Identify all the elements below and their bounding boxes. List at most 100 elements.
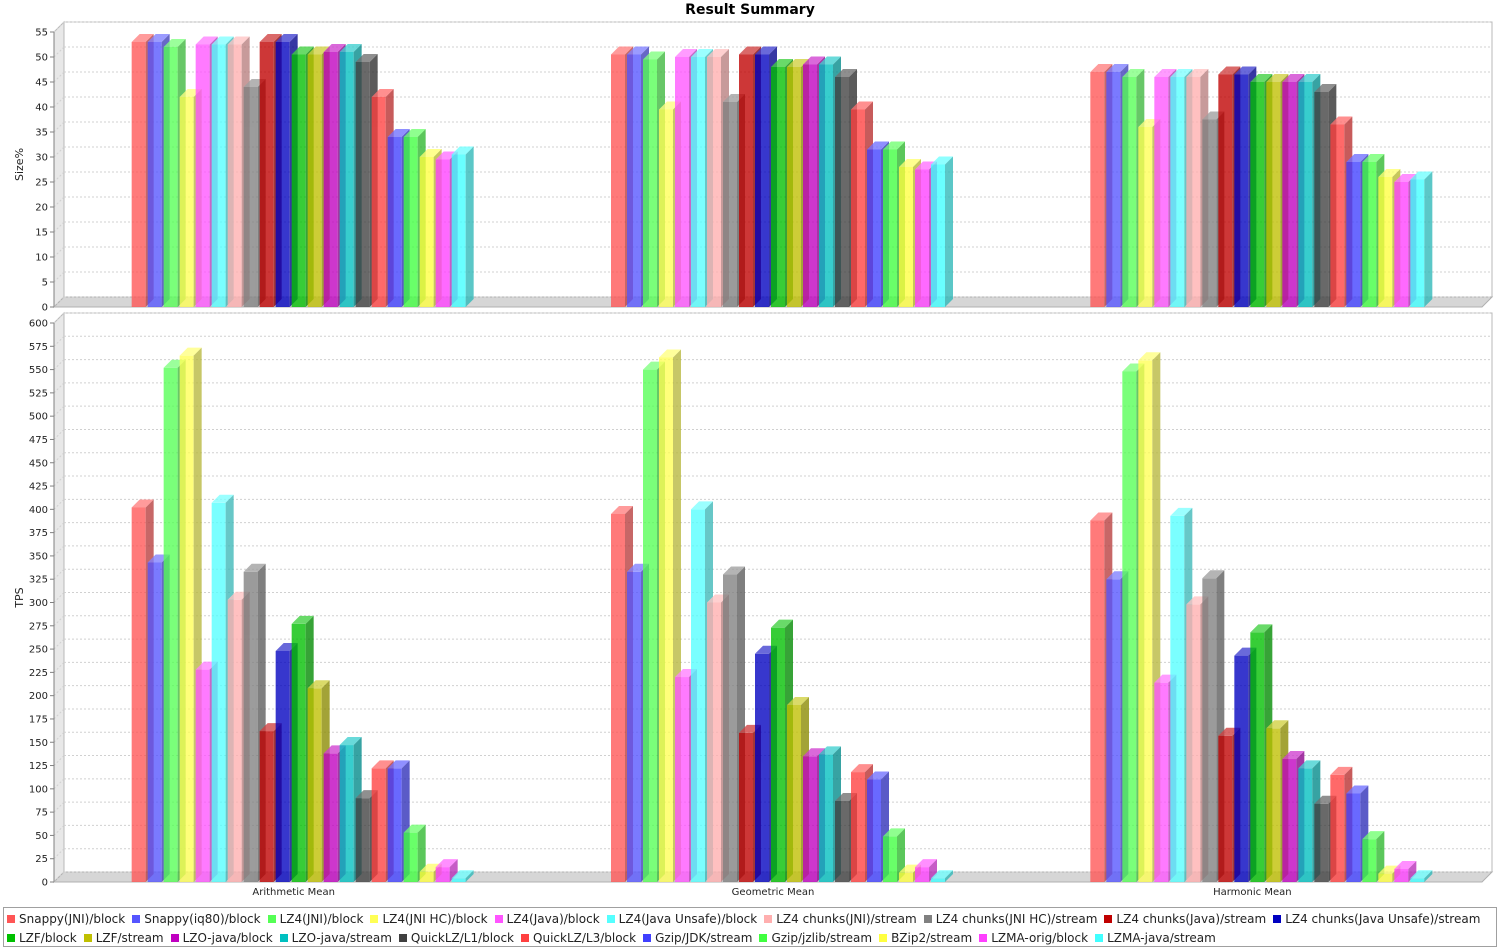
y-tick-label: 450 xyxy=(29,458,48,469)
legend-swatch xyxy=(7,914,15,923)
legend-swatch xyxy=(132,914,141,923)
category-label: Geometric Mean xyxy=(732,887,815,898)
legend-item: LZ4 chunks(Java)/stream xyxy=(1104,909,1266,928)
legend-label: LZMA-java/stream xyxy=(1107,930,1216,945)
y-tick-label: 425 xyxy=(29,482,48,493)
y-tick-label: 0 xyxy=(42,878,48,889)
legend-swatch xyxy=(643,933,652,942)
legend-swatch xyxy=(83,933,92,942)
legend-item: QuickLZ/L3/block xyxy=(521,928,636,947)
bar xyxy=(403,824,426,882)
bar xyxy=(451,870,474,882)
y-tick-label: 25 xyxy=(35,178,48,189)
legend-label: LZO-java/block xyxy=(182,930,273,945)
legend-swatch xyxy=(606,914,615,923)
legend-item: LZO-java/block xyxy=(170,928,273,947)
legend-label: Gzip/jzlib/stream xyxy=(771,930,873,945)
legend-swatch xyxy=(979,933,988,942)
y-tick-label: 325 xyxy=(29,575,48,586)
legend-swatch xyxy=(170,933,179,942)
legend-swatch xyxy=(1273,914,1282,923)
y-tick-label: 550 xyxy=(29,365,48,376)
legend-item: Gzip/JDK/stream xyxy=(643,928,752,947)
y-tick-label: 25 xyxy=(35,854,48,865)
legend-label: LZ4 chunks(Java)/stream xyxy=(1116,911,1267,926)
legend-label: LZ4 chunks(Java Unsafe)/stream xyxy=(1285,911,1481,926)
legend-item: Gzip/jzlib/stream xyxy=(759,928,872,947)
chart-title: Result Summary xyxy=(685,2,815,18)
legend-item: LZF/stream xyxy=(83,928,164,947)
y-tick-label: 5 xyxy=(42,278,48,289)
legend-label: LZ4(Java Unsafe)/block xyxy=(618,911,758,926)
y-tick-label: 35 xyxy=(35,128,48,139)
legend-item: Snappy(iq80)/block xyxy=(132,909,261,928)
legend-label: Gzip/JDK/stream xyxy=(655,930,753,945)
legend-item: LZ4 chunks(JNI HC)/stream xyxy=(923,909,1098,928)
bar xyxy=(1394,860,1417,882)
legend-label: LZF/stream xyxy=(95,930,164,945)
legend-swatch xyxy=(879,933,888,942)
y-tick-label: 55 xyxy=(35,28,48,39)
legend-label: LZ4(JNI)/block xyxy=(279,911,364,926)
legend-item: LZMA-orig/block xyxy=(979,928,1088,947)
bar xyxy=(1362,831,1385,882)
legend-item: LZ4(Java)/block xyxy=(494,909,600,928)
bar xyxy=(1410,870,1433,882)
legend-swatch xyxy=(398,933,407,942)
legend-label: LZF/block xyxy=(19,930,77,945)
y-tick-label: 225 xyxy=(29,668,48,679)
y-tick-label: 200 xyxy=(29,691,48,702)
plot-side-wall xyxy=(53,311,65,884)
legend-label: LZ4(JNI HC)/block xyxy=(382,911,488,926)
y-axis-label: TPS xyxy=(13,587,26,608)
legend-swatch xyxy=(494,914,503,923)
legend-item: BZip2/stream xyxy=(879,928,972,947)
y-tick-label: 375 xyxy=(29,528,48,539)
y-tick-label: 10 xyxy=(35,253,48,264)
y-tick-label: 50 xyxy=(35,831,48,842)
category-label: Arithmetic Mean xyxy=(252,887,335,898)
bar xyxy=(931,156,953,307)
y-tick-label: 600 xyxy=(29,319,48,330)
legend-item: QuickLZ/L1/block xyxy=(398,928,515,947)
legend-item: Snappy(JNI)/block xyxy=(7,909,125,928)
legend-swatch xyxy=(370,914,379,923)
y-tick-label: 15 xyxy=(35,228,48,239)
y-tick-label: 300 xyxy=(29,598,48,609)
bar xyxy=(1410,171,1433,307)
y-tick-label: 50 xyxy=(35,53,48,64)
y-tick-label: 75 xyxy=(35,808,48,819)
legend-swatch xyxy=(759,933,768,942)
y-tick-label: 525 xyxy=(29,388,48,399)
legend-label: LZ4 chunks(JNI HC)/stream xyxy=(935,911,1098,926)
y-tick-label: 150 xyxy=(29,738,48,749)
legend-swatch xyxy=(267,914,276,923)
y-axis-label: Size% xyxy=(13,148,26,181)
y-tick-label: 350 xyxy=(29,551,48,562)
y-tick-label: 250 xyxy=(29,645,48,656)
legend-swatch xyxy=(923,914,932,923)
legend-label: LZMA-orig/block xyxy=(991,930,1089,945)
legend-item: LZF/block xyxy=(7,928,77,947)
legend-swatch xyxy=(279,933,288,942)
bar xyxy=(435,859,458,882)
y-tick-label: 125 xyxy=(29,761,48,772)
legend-label: LZO-java/stream xyxy=(291,930,392,945)
legend-item: LZMA-java/stream xyxy=(1095,928,1216,947)
legend-label: Snappy(JNI)/block xyxy=(19,911,126,926)
y-tick-label: 30 xyxy=(35,153,48,164)
legend-item: LZ4 chunks(Java Unsafe)/stream xyxy=(1273,909,1480,928)
y-tick-label: 45 xyxy=(35,78,48,89)
y-tick-label: 400 xyxy=(29,505,48,516)
bar xyxy=(451,146,474,307)
legend-label: LZ4 chunks(JNI)/stream xyxy=(776,911,917,926)
chart: Result Summary 0 5 10 15 20 25 30 35 40 45 50 55 Siz… xyxy=(13,2,1494,898)
legend-swatch xyxy=(764,914,773,923)
legend-label: BZip2/stream xyxy=(891,930,973,945)
legend-label: QuickLZ/L1/block xyxy=(410,930,515,945)
bar xyxy=(883,828,905,882)
legend-item: LZ4(Java Unsafe)/block xyxy=(606,909,758,928)
y-tick-label: 0 xyxy=(42,303,48,314)
legend: Snappy(JNI)/block Snappy(iq80)/block LZ4(J… xyxy=(3,907,1497,947)
legend-swatch xyxy=(1095,933,1104,942)
